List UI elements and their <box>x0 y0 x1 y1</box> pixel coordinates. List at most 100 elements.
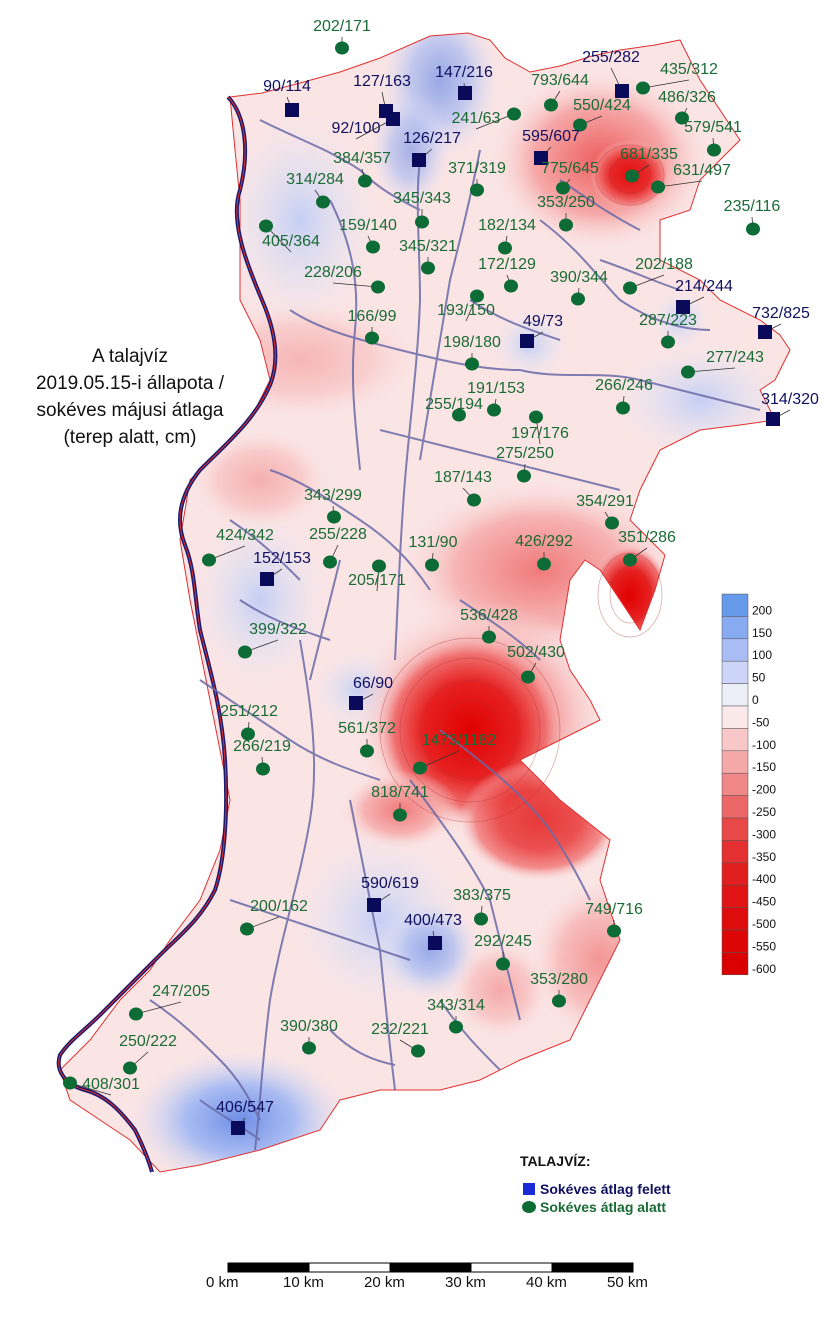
colorbar-swatch <box>721 660 749 684</box>
well-below: 182/134 <box>478 217 536 255</box>
well-below: 793/644 <box>531 72 589 112</box>
well-label: 345/343 <box>393 190 451 207</box>
colorbar-tick: -50 <box>752 715 770 729</box>
well-below-marker <box>517 469 531 483</box>
well-above: 66/90 <box>349 675 393 710</box>
well-above-marker <box>260 572 274 586</box>
scale-segment <box>389 1262 472 1273</box>
colorbar-tick: 200 <box>752 603 772 617</box>
waterway-network <box>149 119 761 1151</box>
well-below: 250/222 <box>119 1033 177 1075</box>
well-label: 426/292 <box>515 533 573 550</box>
well-below: 383/375 <box>453 887 511 926</box>
well-below-marker <box>496 957 510 971</box>
colorbar-swatch <box>721 683 749 707</box>
well-label: 172/129 <box>478 256 536 273</box>
well-below: 775/645 <box>541 160 599 195</box>
contour-lines <box>379 144 665 823</box>
well-below: 550/424 <box>573 97 631 132</box>
colorbar-tick: -100 <box>752 738 776 752</box>
well-below: 266/246 <box>595 377 653 415</box>
well-above-marker <box>615 84 629 98</box>
well-below-marker <box>365 331 379 345</box>
well-below-marker <box>259 219 273 233</box>
well-below-marker <box>487 403 501 417</box>
well-below-marker <box>661 335 675 349</box>
well-label: 818/741 <box>371 784 429 801</box>
well-label: 193/150 <box>437 302 495 319</box>
well-label: 247/205 <box>152 983 210 1000</box>
colorbar-tick: -500 <box>752 917 776 931</box>
well-label: 235/116 <box>724 198 781 215</box>
well-label: 214/244 <box>675 278 733 295</box>
well-below: 353/250 <box>537 194 595 232</box>
well-label: 147/216 <box>435 64 493 81</box>
well-below: 579/541 <box>684 119 742 157</box>
well-below-marker <box>366 240 380 254</box>
well-label: 314/284 <box>286 171 344 188</box>
well-below: 424/342 <box>202 527 274 567</box>
well-below: 390/344 <box>550 269 608 306</box>
well-label: 390/344 <box>550 269 608 286</box>
well-below-marker <box>372 559 386 573</box>
colorbar-swatch <box>721 638 749 662</box>
well-below-marker <box>482 630 496 644</box>
well-below: 193/150 <box>437 289 495 322</box>
title-line-4: (terep alatt, cm) <box>63 427 197 448</box>
scale-segment <box>227 1262 310 1273</box>
well-below-marker <box>421 261 435 275</box>
well-above-marker <box>349 696 363 710</box>
well-label: 371/319 <box>448 160 506 177</box>
well-label: 732/825 <box>752 305 810 322</box>
well-below: 247/205 <box>129 983 210 1021</box>
well-label: 384/357 <box>333 150 391 167</box>
colorbar-swatch <box>721 728 749 752</box>
colorbar-swatch <box>721 750 749 774</box>
well-above: 255/282 <box>582 49 640 98</box>
scale-label-20: 20 km <box>364 1274 405 1291</box>
well-below-marker <box>123 1061 137 1075</box>
colorbar-tick: 100 <box>752 648 772 662</box>
colorbar-swatch <box>721 862 749 886</box>
colorbar-swatch <box>721 616 749 640</box>
well-below: 818/741 <box>371 784 429 822</box>
well-below: 275/250 <box>496 445 554 483</box>
well-above: 590/619 <box>361 875 419 912</box>
well-below: 131/90 <box>409 534 458 572</box>
legend-above-label: Sokéves átlag felett <box>540 1181 671 1197</box>
well-label: 435/312 <box>660 61 718 78</box>
well-above-marker <box>758 325 772 339</box>
colorbar-swatch <box>721 952 749 976</box>
well-label: 408/301 <box>82 1076 140 1093</box>
well-below: 251/212 <box>220 703 278 741</box>
legend-below-label: Sokéves átlag alatt <box>540 1199 667 1215</box>
well-below: 435/312 <box>636 61 718 95</box>
colorbar-tick: 150 <box>752 626 772 640</box>
well-below-marker <box>559 218 573 232</box>
well-below-marker <box>552 994 566 1008</box>
well-below-marker <box>302 1041 316 1055</box>
well-above-marker <box>367 898 381 912</box>
title-line-2: 2019.05.15-i állapota / <box>35 373 225 394</box>
well-below: 202/171 <box>313 18 371 55</box>
well-below-marker <box>707 143 721 157</box>
well-label: 255/194 <box>425 396 483 413</box>
well-label: 152/153 <box>253 550 311 567</box>
colorbar-swatch <box>721 817 749 841</box>
well-above: 400/473 <box>404 912 462 950</box>
well-label: 681/335 <box>620 146 678 163</box>
well-below-marker <box>623 553 637 567</box>
well-leader <box>642 79 690 89</box>
well-below: 255/194 <box>425 396 483 422</box>
well-leader <box>687 367 736 373</box>
well-above-marker <box>766 412 780 426</box>
well-below-marker <box>371 280 385 294</box>
scale-label-50: 50 km <box>607 1274 648 1291</box>
well-label: 353/250 <box>537 194 595 211</box>
well-below-marker <box>323 555 337 569</box>
well-leader <box>419 750 460 769</box>
well-label: 579/541 <box>684 119 742 136</box>
well-label: 343/299 <box>304 487 362 504</box>
well-below-marker <box>358 174 372 188</box>
